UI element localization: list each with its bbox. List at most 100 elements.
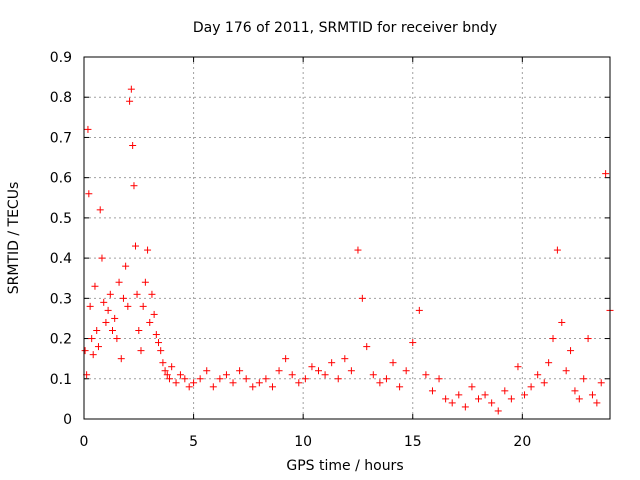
data-point bbox=[389, 359, 397, 367]
tick-layer: 0 5 10 15 20 0 0.1 0.2 0.3 0.4 0.5 0.6 0.7 0.8 0.9 bbox=[50, 50, 610, 450]
data-point bbox=[190, 379, 198, 387]
data-point bbox=[521, 391, 529, 399]
data-point bbox=[91, 282, 99, 290]
data-point bbox=[89, 351, 97, 359]
y-tick-label: 0.1 bbox=[50, 372, 72, 388]
data-point bbox=[85, 190, 93, 198]
plot-frame bbox=[83, 56, 611, 420]
data-point bbox=[481, 391, 489, 399]
data-point bbox=[146, 318, 154, 326]
data-point bbox=[442, 395, 450, 403]
data-point bbox=[81, 347, 89, 355]
data-point bbox=[113, 335, 121, 343]
data-point bbox=[262, 375, 270, 383]
data-point bbox=[157, 347, 165, 355]
data-point bbox=[152, 331, 160, 339]
data-point bbox=[94, 343, 102, 351]
y-tick-label: 0.5 bbox=[50, 211, 72, 227]
data-point bbox=[196, 375, 204, 383]
data-point bbox=[376, 379, 384, 387]
data-point bbox=[488, 399, 496, 407]
data-point bbox=[126, 97, 134, 105]
data-point bbox=[161, 367, 169, 375]
data-point bbox=[119, 294, 127, 302]
data-point bbox=[117, 355, 125, 363]
data-point bbox=[295, 379, 303, 387]
data-point bbox=[115, 278, 123, 286]
data-point bbox=[236, 367, 244, 375]
x-tick-label: 20 bbox=[513, 434, 531, 450]
data-point bbox=[549, 335, 557, 343]
data-point bbox=[455, 391, 463, 399]
data-point bbox=[98, 254, 106, 262]
data-point bbox=[106, 290, 114, 298]
data-point bbox=[553, 246, 561, 254]
data-point bbox=[275, 367, 283, 375]
data-point bbox=[135, 327, 143, 335]
data-point bbox=[593, 399, 601, 407]
data-points bbox=[81, 85, 614, 415]
data-point bbox=[415, 306, 423, 314]
data-point bbox=[562, 367, 570, 375]
data-point bbox=[185, 383, 193, 391]
data-point bbox=[494, 407, 502, 415]
chart-title: Day 176 of 2011, SRMTID for receiver bnd… bbox=[193, 20, 497, 36]
grid-layer bbox=[84, 57, 610, 419]
data-point bbox=[100, 298, 108, 306]
data-point bbox=[209, 383, 217, 391]
data-point bbox=[396, 383, 404, 391]
data-point bbox=[468, 383, 476, 391]
data-point bbox=[358, 294, 366, 302]
data-point bbox=[409, 339, 417, 347]
data-point bbox=[84, 125, 92, 133]
data-point bbox=[575, 395, 583, 403]
data-point bbox=[382, 375, 390, 383]
data-point bbox=[580, 375, 588, 383]
y-axis-label: SRMTID / TECUs bbox=[6, 182, 22, 295]
y-tick-label: 0.4 bbox=[50, 251, 72, 267]
data-point bbox=[347, 367, 355, 375]
data-point bbox=[122, 262, 130, 270]
data-point bbox=[203, 367, 211, 375]
data-point bbox=[507, 395, 515, 403]
y-tick-label: 0.9 bbox=[50, 50, 72, 66]
data-point bbox=[124, 302, 132, 310]
data-point bbox=[181, 375, 189, 383]
y-tick-label: 0.8 bbox=[50, 90, 72, 106]
data-point bbox=[130, 182, 138, 190]
data-point bbox=[229, 379, 237, 387]
data-point bbox=[501, 387, 509, 395]
data-point bbox=[144, 246, 152, 254]
data-point bbox=[534, 371, 542, 379]
data-point bbox=[165, 375, 173, 383]
data-point bbox=[315, 367, 323, 375]
data-point bbox=[249, 383, 257, 391]
data-point bbox=[216, 375, 224, 383]
data-point bbox=[308, 363, 316, 371]
data-point bbox=[172, 379, 180, 387]
data-point bbox=[148, 290, 156, 298]
y-tick-label: 0.2 bbox=[50, 332, 72, 348]
data-point bbox=[461, 403, 469, 411]
data-point bbox=[597, 379, 605, 387]
data-point bbox=[111, 314, 119, 322]
data-point bbox=[435, 375, 443, 383]
data-point bbox=[132, 242, 140, 250]
data-point bbox=[328, 359, 336, 367]
data-point bbox=[104, 306, 112, 314]
data-point bbox=[139, 302, 147, 310]
data-point bbox=[558, 318, 566, 326]
data-point bbox=[602, 170, 610, 178]
data-point bbox=[428, 387, 436, 395]
y-tick-label: 0.7 bbox=[50, 130, 72, 146]
y-tick-label: 0 bbox=[63, 412, 72, 428]
data-point bbox=[108, 327, 116, 335]
data-point bbox=[268, 383, 276, 391]
data-point bbox=[88, 335, 96, 343]
y-tick-label: 0.3 bbox=[50, 291, 72, 307]
data-point bbox=[222, 371, 230, 379]
data-point bbox=[176, 371, 184, 379]
x-tick-label: 5 bbox=[189, 434, 198, 450]
data-point bbox=[514, 363, 522, 371]
